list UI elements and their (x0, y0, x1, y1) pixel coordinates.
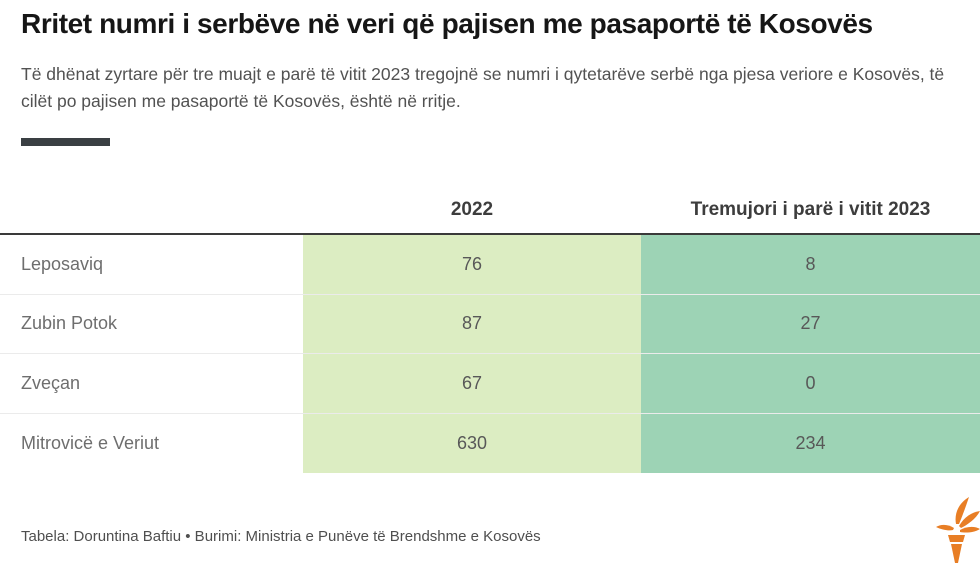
row-label: Mitrovicë e Veriut (0, 413, 303, 473)
table-row: Zveçan 67 0 (0, 354, 980, 414)
value-cell-2023: 27 (641, 294, 980, 353)
value-cell-2023: 0 (641, 354, 980, 413)
row-label: Zubin Potok (0, 294, 303, 353)
table-row: Leposaviq 76 8 (0, 235, 980, 295)
rferl-torch-icon (936, 497, 980, 563)
table-header-row: 2022 Tremujori i parë i vitit 2023 (0, 186, 980, 235)
table-row: Zubin Potok 87 27 (0, 294, 980, 354)
row-label: Leposaviq (0, 235, 303, 294)
column-header-2023: Tremujori i parë i vitit 2023 (690, 198, 931, 220)
credit-line: Tabela: Doruntina Baftiu • Burimi: Minis… (21, 528, 541, 545)
value-cell-2023: 234 (641, 413, 980, 473)
value-cell-2022: 87 (303, 294, 641, 353)
accent-bar (21, 138, 110, 146)
column-header-2022: 2022 (450, 198, 494, 220)
chart-subtitle: Të dhënat zyrtare për tre muajt e parë t… (21, 64, 945, 111)
value-cell-2023: 8 (641, 235, 980, 294)
value-cell-2022: 67 (303, 354, 641, 413)
row-label: Zveçan (0, 354, 303, 413)
value-cell-2022: 630 (303, 413, 641, 473)
value-cell-2022: 76 (303, 235, 641, 294)
chart-title: Rritet numri i serbëve në veri që pajise… (21, 8, 873, 39)
table-row: Mitrovicë e Veriut 630 234 (0, 413, 980, 473)
data-table: 2022 Tremujori i parë i vitit 2023 Lepos… (0, 186, 980, 473)
